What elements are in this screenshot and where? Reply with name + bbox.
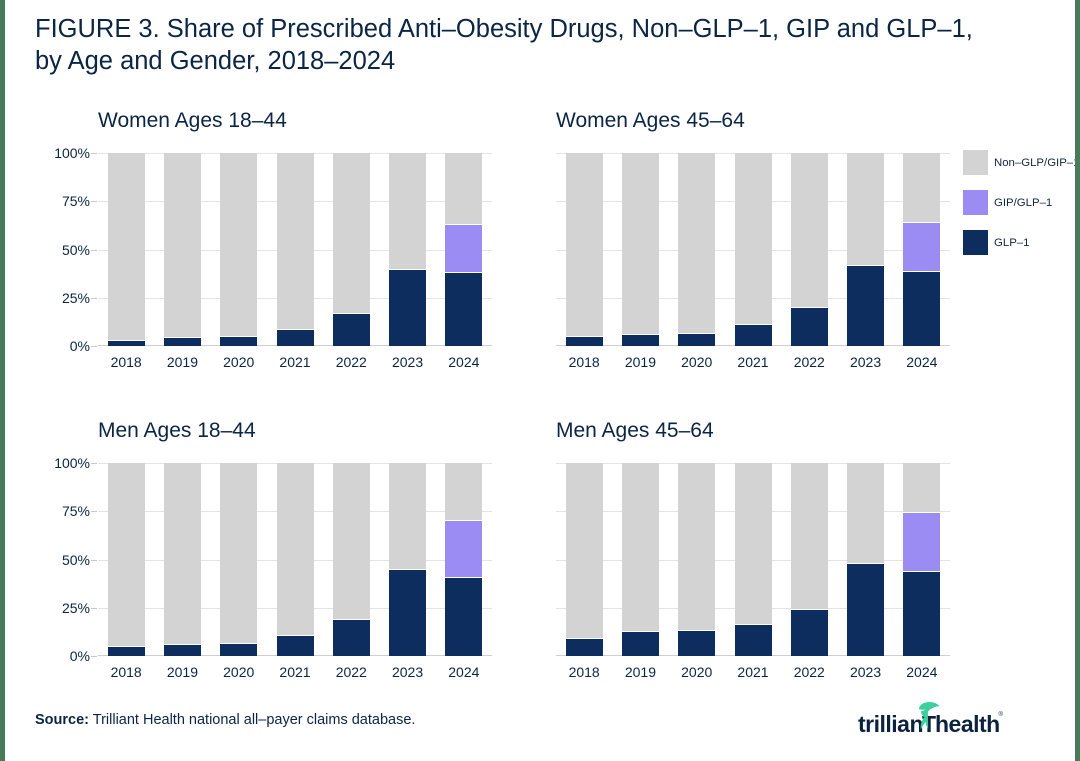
svg-text:®: ®: [999, 711, 1004, 718]
svg-text:health: health: [935, 711, 1000, 737]
svg-text:trillian: trillian: [858, 711, 923, 737]
